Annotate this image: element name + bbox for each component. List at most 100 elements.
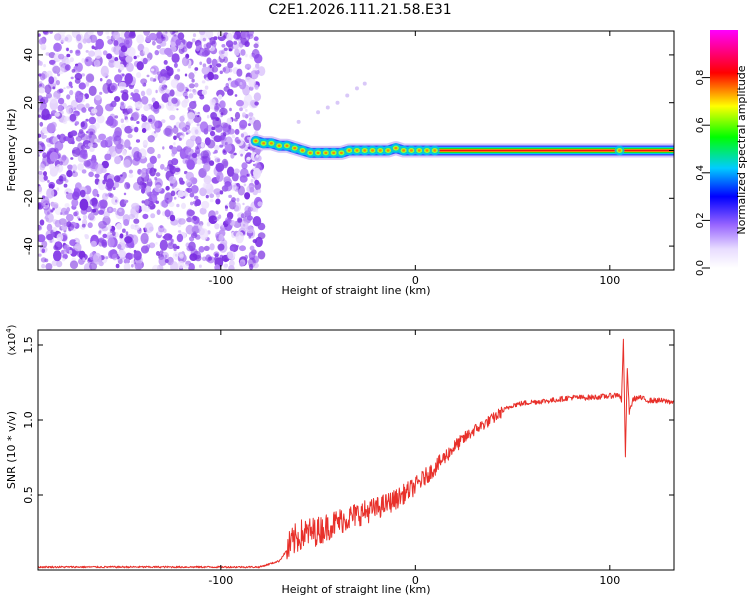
noise-speckle: [86, 136, 90, 140]
noise-speckle: [91, 58, 94, 62]
noise-speckle: [58, 97, 65, 105]
noise-speckle: [173, 135, 177, 141]
noise-speckle: [177, 260, 185, 269]
noise-speckle: [193, 71, 197, 74]
noise-speckle: [213, 188, 222, 195]
noise-speckle: [179, 253, 184, 259]
noise-speckle: [193, 115, 202, 123]
noise-speckle: [74, 72, 83, 81]
snr-y-axis-label: SNR (10 * v/v): [5, 411, 18, 489]
snr-plot-area: [38, 338, 674, 569]
noise-speckle: [165, 89, 170, 94]
noise-speckle: [201, 89, 208, 96]
noise-speckle: [145, 244, 151, 250]
noise-speckle: [130, 242, 135, 248]
noise-speckle: [141, 186, 147, 192]
noise-speckle: [89, 262, 98, 270]
noise-speckle: [39, 219, 45, 226]
noise-speckle: [120, 101, 125, 106]
faint-branch-point: [316, 110, 321, 115]
noise-speckle: [114, 74, 123, 83]
noise-speckle: [200, 48, 205, 52]
x-tick-label: 100: [599, 574, 620, 587]
noise-speckle: [56, 260, 63, 268]
noise-speckle: [81, 107, 87, 113]
noise-speckle: [62, 119, 68, 125]
noise-speckle: [91, 142, 98, 149]
noise-speckle: [236, 68, 243, 77]
noise-speckle: [94, 104, 104, 117]
noise-speckle: [213, 135, 222, 143]
noise-speckle: [183, 98, 190, 104]
noise-speckle: [255, 209, 259, 213]
noise-speckle: [136, 34, 145, 44]
noise-speckle: [81, 73, 85, 77]
noise-speckle: [192, 89, 197, 95]
noise-speckle: [82, 257, 85, 261]
noise-speckle: [174, 167, 181, 173]
noise-speckle: [125, 55, 133, 63]
noise-speckle: [150, 119, 159, 130]
trace-blob-center: [285, 144, 289, 147]
noise-speckle: [63, 223, 67, 227]
noise-speckle: [186, 217, 193, 223]
noise-speckle: [153, 130, 157, 134]
noise-speckle: [207, 71, 214, 81]
noise-speckle: [217, 111, 222, 118]
noise-speckle: [99, 78, 103, 82]
y-tick-label: 1.5: [22, 336, 35, 354]
noise-speckle: [113, 45, 121, 55]
noise-speckle: [106, 79, 112, 87]
noise-speckle: [123, 262, 131, 270]
noise-speckle: [145, 123, 152, 131]
noise-speckle: [242, 84, 251, 96]
noise-speckle: [246, 33, 254, 40]
noise-speckle: [101, 160, 110, 169]
noise-speckle: [102, 233, 108, 239]
noise-speckle: [105, 256, 109, 260]
snr-series-line: [38, 338, 674, 569]
noise-speckle: [133, 218, 140, 224]
noise-speckle: [132, 111, 140, 120]
noise-speckle: [38, 59, 41, 66]
noise-speckle: [92, 208, 99, 216]
noise-speckle: [215, 124, 223, 133]
noise-speckle: [113, 181, 120, 188]
noise-speckle: [130, 97, 134, 100]
noise-speckle: [140, 232, 149, 245]
noise-speckle: [114, 156, 122, 165]
noise-speckle: [257, 250, 266, 260]
noise-speckle: [141, 128, 147, 133]
noise-speckle: [65, 106, 72, 115]
noise-speckle: [94, 122, 100, 130]
noise-speckle: [68, 81, 73, 87]
noise-speckle: [161, 84, 168, 90]
noise-speckle: [156, 209, 161, 215]
noise-speckle: [221, 224, 225, 228]
colorbar: 0.0 0.2 0.4 0.6 0.8 Normalized spectral ampl…: [695, 30, 748, 276]
noise-speckle: [143, 31, 151, 36]
noise-speckle: [224, 144, 232, 153]
noise-speckle: [66, 170, 73, 178]
noise-speckle: [214, 149, 218, 154]
noise-speckle: [206, 42, 212, 49]
noise-speckle: [228, 265, 235, 270]
noise-speckle: [224, 258, 228, 263]
noise-speckle: [199, 187, 207, 197]
noise-speckle: [176, 145, 182, 151]
noise-speckle: [248, 78, 256, 88]
noise-speckle: [254, 236, 263, 248]
noise-speckle: [252, 239, 257, 244]
noise-speckle: [109, 193, 114, 198]
noise-speckle: [92, 188, 99, 197]
noise-speckle: [82, 38, 88, 44]
noise-speckle: [169, 31, 173, 34]
noise-speckle: [94, 173, 100, 178]
noise-speckle: [134, 226, 140, 231]
noise-speckle: [78, 218, 81, 221]
noise-speckle: [175, 39, 181, 46]
noise-speckle: [199, 31, 206, 36]
noise-speckle: [80, 144, 86, 150]
noise-speckle: [231, 42, 240, 50]
noise-speckle: [71, 69, 76, 73]
